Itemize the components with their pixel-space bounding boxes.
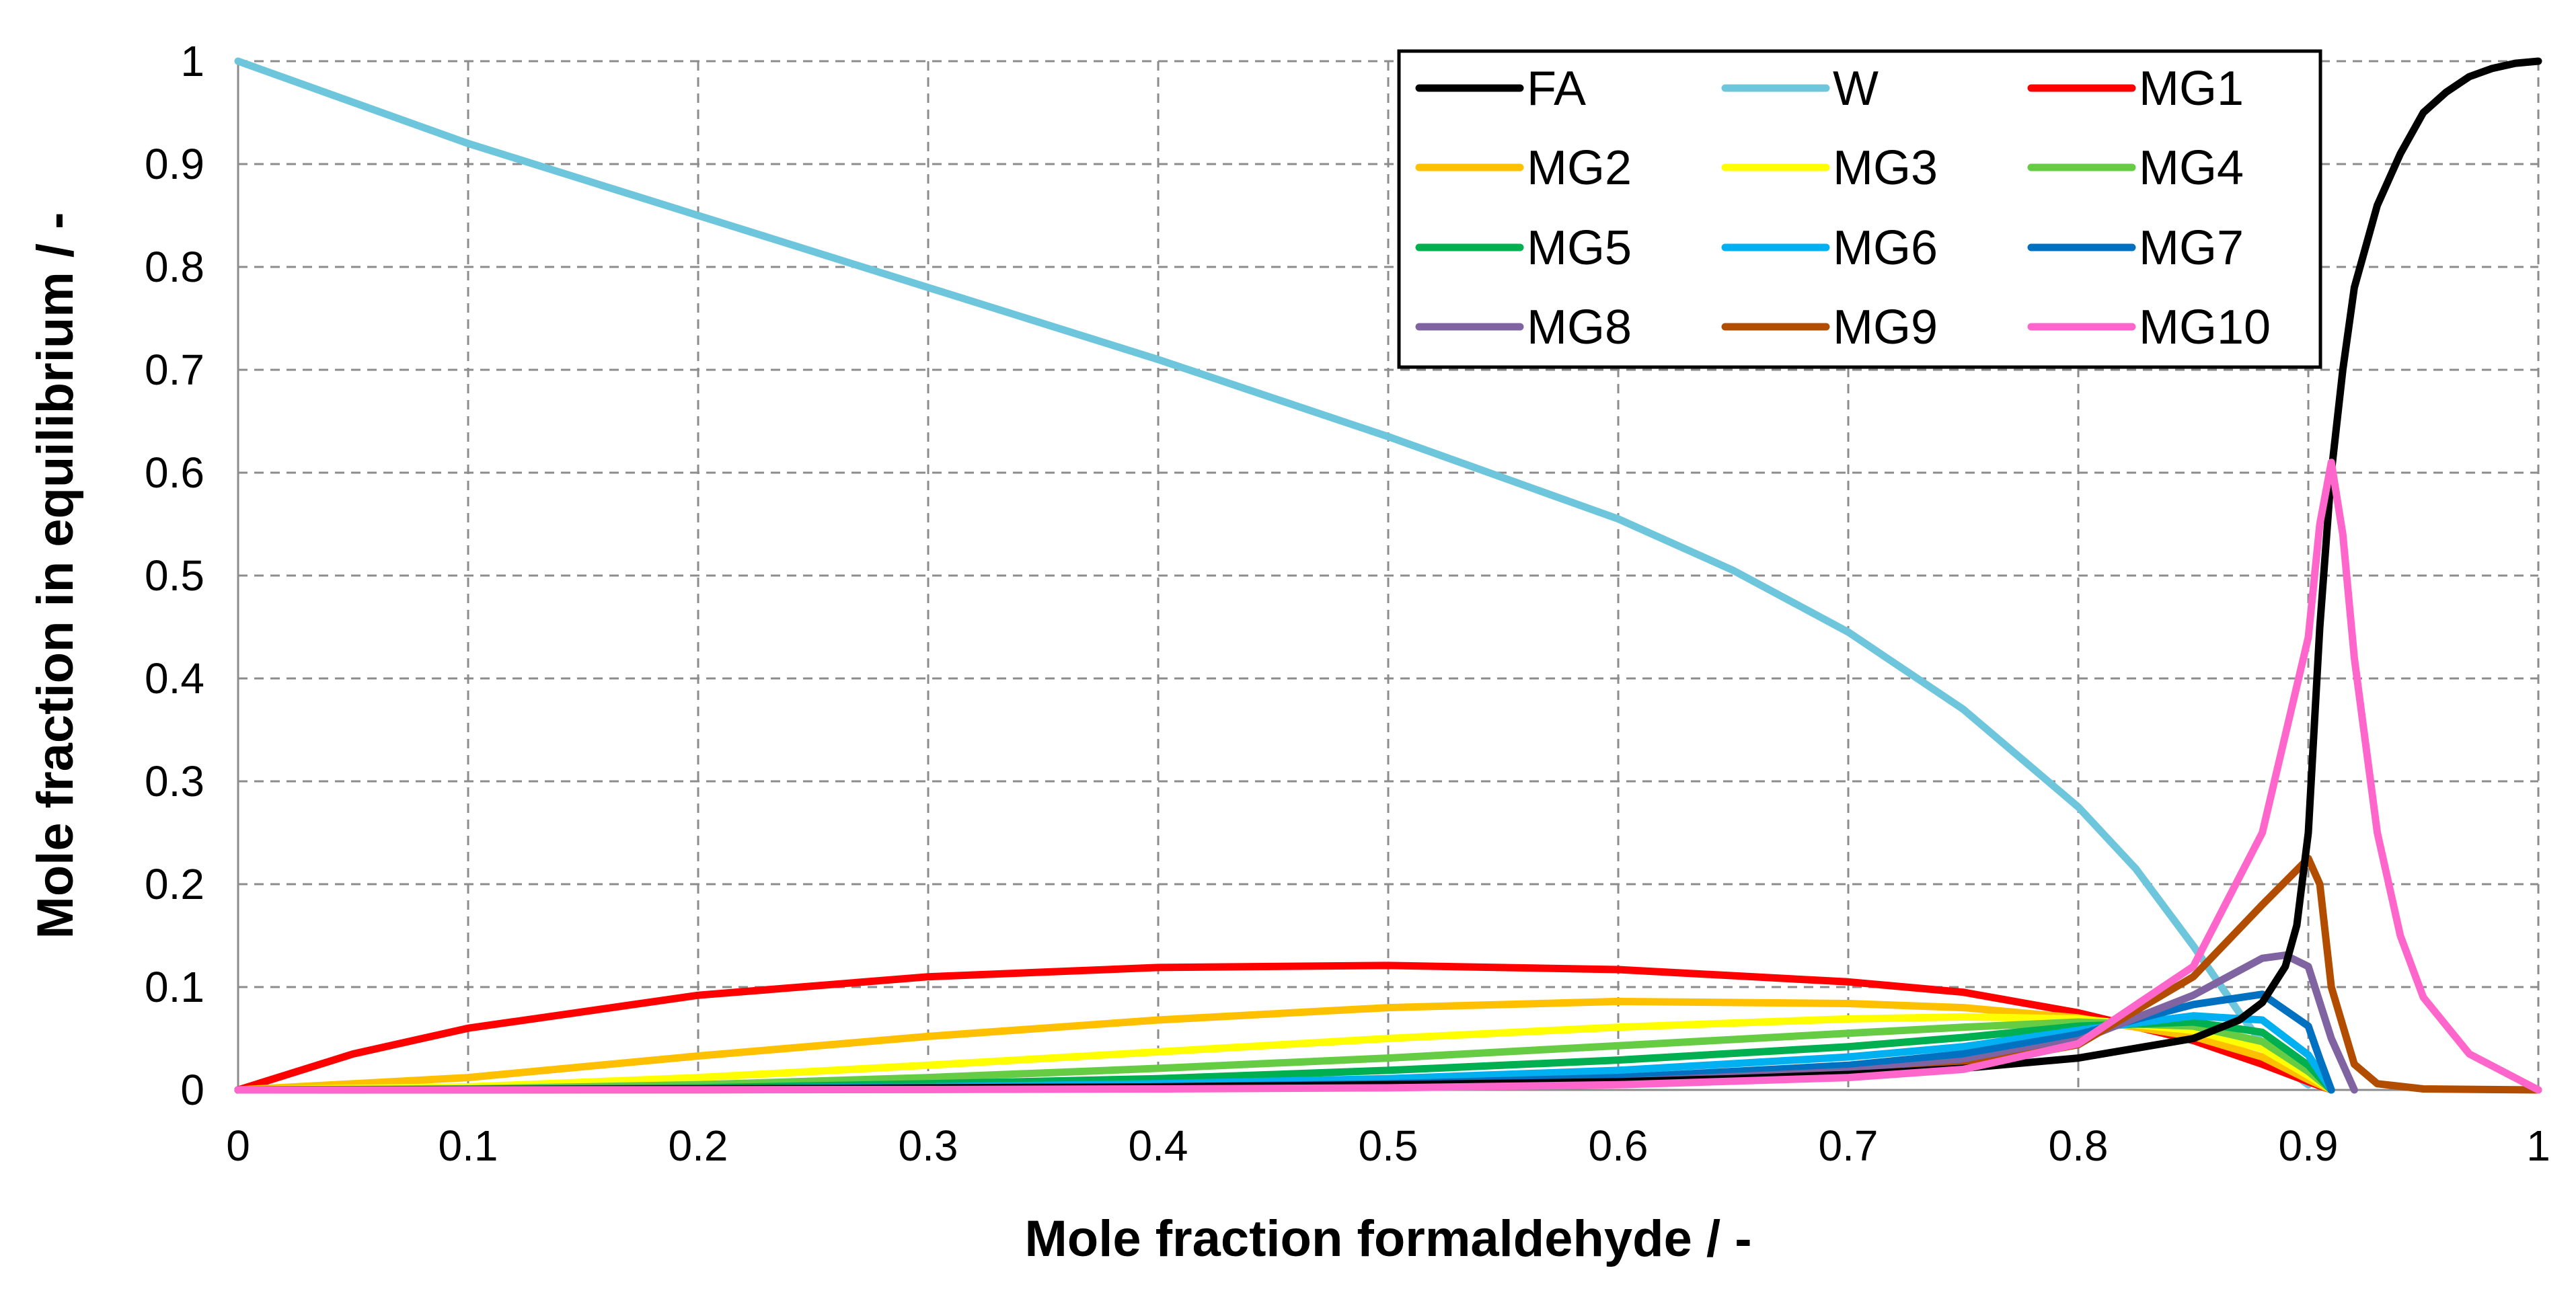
y-tick-label: 0.5 bbox=[145, 551, 204, 600]
y-tick-label: 0.9 bbox=[145, 140, 204, 188]
y-tick-label: 0 bbox=[180, 1066, 204, 1114]
x-tick-label: 0.4 bbox=[1129, 1122, 1188, 1170]
y-tick-label: 0.1 bbox=[145, 963, 204, 1011]
x-axis-title: Mole fraction formaldehyde / - bbox=[1024, 1210, 1751, 1267]
y-tick-label: 0.2 bbox=[145, 860, 204, 908]
legend-item-mg9: MG9 bbox=[1721, 301, 1938, 354]
x-tick-label: 0.7 bbox=[1819, 1122, 1879, 1170]
x-tick-label: 0.2 bbox=[669, 1122, 728, 1170]
legend-label: MG2 bbox=[1527, 141, 1632, 195]
legend-label: MG4 bbox=[2139, 141, 2244, 195]
y-tick-label: 0.7 bbox=[145, 346, 204, 394]
y-tick-label: 1 bbox=[180, 37, 204, 85]
legend-label: W bbox=[1833, 62, 1879, 116]
legend-item-mg5: MG5 bbox=[1415, 221, 1632, 275]
y-axis-title: Mole fraction in equilibrium / - bbox=[27, 212, 84, 939]
legend-label: MG7 bbox=[2139, 221, 2244, 275]
legend-item-mg4: MG4 bbox=[2027, 141, 2244, 195]
series-line-mg3 bbox=[234, 1013, 2335, 1094]
series-line-mg10 bbox=[234, 459, 2542, 1094]
x-tick-label: 0.3 bbox=[899, 1122, 958, 1170]
y-axis-ticks: 0 0.1 0.2 0.3 0.4 0.5 0.6 0.7 0.8 0.9 1 bbox=[145, 37, 204, 1114]
x-axis-ticks: 0 0.1 0.2 0.3 0.4 0.5 0.6 0.7 0.8 0.9 1 bbox=[226, 1122, 2550, 1170]
y-tick-label: 0.8 bbox=[145, 243, 204, 291]
y-tick-label: 0.6 bbox=[145, 448, 204, 497]
x-tick-label: 0.6 bbox=[1589, 1122, 1649, 1170]
legend-label: MG1 bbox=[2139, 62, 2244, 116]
x-tick-label: 0 bbox=[226, 1122, 250, 1170]
x-tick-label: 0.1 bbox=[439, 1122, 498, 1170]
legend-label: MG6 bbox=[1833, 221, 1938, 275]
legend-label: MG9 bbox=[1833, 301, 1938, 354]
legend-item-fa: FA bbox=[1415, 62, 1586, 116]
legend-label: MG10 bbox=[2139, 301, 2271, 354]
x-tick-label: 0.5 bbox=[1359, 1122, 1418, 1170]
legend-item-mg7: MG7 bbox=[2027, 221, 2244, 275]
legend-item-mg2: MG2 bbox=[1415, 141, 1632, 195]
series-line-mg2 bbox=[234, 997, 2335, 1094]
x-tick-label: 1 bbox=[2526, 1122, 2550, 1170]
x-tick-label: 0.8 bbox=[2049, 1122, 2109, 1170]
legend-label: FA bbox=[1527, 62, 1586, 116]
y-tick-label: 0.3 bbox=[145, 757, 204, 806]
legend-items: FA W MG1 MG2 MG3 MG4 MG5 MG6 MG7 MG8 MG9 MG10 bbox=[1415, 62, 2271, 354]
legend-item-mg8: MG8 bbox=[1415, 301, 1632, 354]
legend-item-mg6: MG6 bbox=[1721, 221, 1938, 275]
legend-item-mg1: MG1 bbox=[2027, 62, 2244, 116]
legend-item-mg3: MG3 bbox=[1721, 141, 1938, 195]
legend-box bbox=[1397, 49, 2322, 369]
x-tick-label: 0.9 bbox=[2279, 1122, 2339, 1170]
legend-label: MG8 bbox=[1527, 301, 1632, 354]
legend: FA W MG1 MG2 MG3 MG4 MG5 MG6 MG7 MG8 MG9 MG10 bbox=[1397, 49, 2322, 369]
legend-label: MG3 bbox=[1833, 141, 1938, 195]
legend-item-w: W bbox=[1721, 62, 1879, 116]
series-line-mg1 bbox=[234, 962, 2335, 1094]
legend-label: MG5 bbox=[1527, 221, 1632, 275]
legend-item-mg10: MG10 bbox=[2027, 301, 2271, 354]
y-tick-label: 0.4 bbox=[145, 654, 204, 703]
series-lines bbox=[234, 57, 2542, 1094]
